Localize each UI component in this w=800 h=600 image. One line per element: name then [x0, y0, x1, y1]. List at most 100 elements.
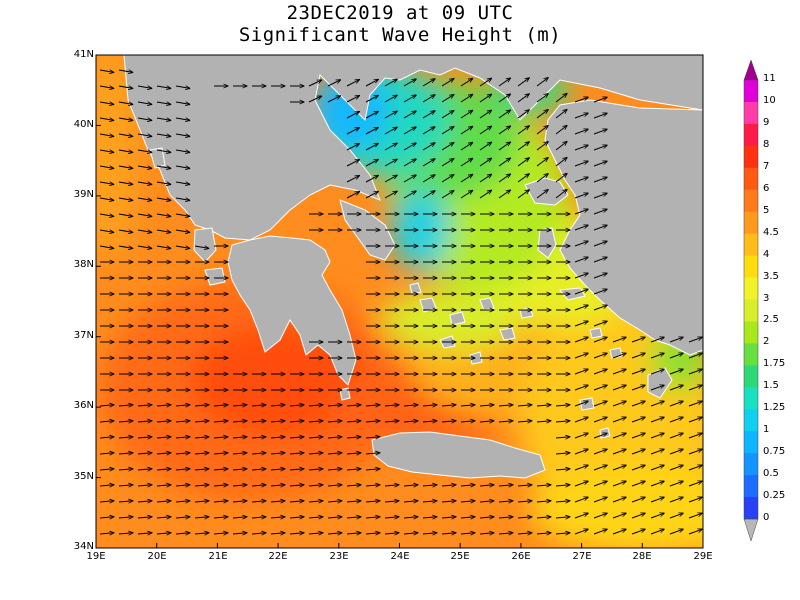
colorbar-label: 0.75	[763, 446, 786, 458]
direction-arrow	[156, 102, 171, 104]
direction-arrow	[517, 421, 532, 422]
direction-arrow	[574, 417, 588, 423]
direction-arrow	[574, 145, 588, 151]
direction-arrow	[156, 533, 171, 534]
direction-arrow	[650, 433, 664, 439]
direction-arrow	[403, 143, 416, 151]
direction-arrow	[403, 127, 416, 135]
direction-arrow	[422, 517, 437, 518]
direction-arrow	[574, 449, 588, 455]
colorbar-swatch	[744, 211, 758, 235]
direction-arrow	[612, 401, 626, 407]
direction-arrow	[175, 405, 190, 406]
direction-arrow	[175, 118, 190, 120]
direction-arrow	[384, 421, 399, 422]
direction-arrow	[137, 182, 152, 184]
direction-arrow	[612, 433, 626, 439]
direction-arrow	[289, 453, 304, 454]
direction-arrow	[346, 437, 361, 438]
direction-arrow	[251, 437, 266, 438]
direction-arrow	[593, 129, 607, 135]
direction-arrow	[669, 465, 683, 471]
direction-arrow	[403, 533, 418, 534]
direction-arrow	[156, 166, 171, 168]
direction-arrow	[650, 337, 664, 343]
direction-arrow	[479, 174, 492, 183]
direction-arrow	[365, 143, 378, 151]
direction-arrow	[574, 465, 588, 471]
colorbar-label: 0	[763, 512, 770, 523]
colorbar-label: 7	[763, 160, 770, 172]
direction-arrow	[118, 421, 133, 422]
direction-arrow	[175, 421, 190, 422]
direction-arrow	[384, 111, 397, 119]
colorbar-swatch	[744, 167, 758, 191]
direction-arrow	[669, 417, 683, 423]
direction-arrow	[403, 191, 416, 199]
direction-arrow	[99, 102, 114, 104]
direction-arrow	[593, 337, 607, 343]
direction-arrow	[441, 405, 456, 406]
direction-arrow	[555, 109, 567, 119]
direction-arrow	[536, 174, 548, 183]
direction-arrow	[118, 166, 133, 168]
direction-arrow	[650, 497, 664, 503]
direction-arrow	[270, 533, 285, 534]
direction-arrow	[593, 305, 607, 311]
direction-arrow	[517, 126, 529, 135]
direction-arrow	[99, 405, 114, 406]
direction-arrow	[232, 453, 247, 454]
direction-arrow	[156, 469, 171, 470]
direction-arrow	[365, 469, 380, 470]
direction-arrow	[574, 289, 588, 295]
direction-arrow	[441, 175, 454, 183]
direction-arrow	[308, 469, 323, 470]
direction-arrow	[99, 118, 114, 120]
direction-arrow	[156, 501, 171, 502]
direction-arrow	[593, 193, 607, 199]
direction-arrow	[688, 465, 702, 471]
direction-arrow	[156, 421, 171, 422]
direction-arrow	[346, 405, 361, 406]
direction-arrow	[270, 453, 285, 454]
direction-arrow	[137, 150, 152, 152]
direction-arrow	[517, 94, 529, 103]
direction-arrow	[137, 517, 152, 518]
direction-arrow	[308, 405, 323, 406]
direction-arrow	[555, 157, 567, 167]
direction-arrow	[194, 421, 209, 422]
direction-arrow	[118, 453, 133, 454]
direction-arrow	[346, 176, 359, 183]
direction-arrow	[517, 501, 532, 502]
direction-arrow	[365, 485, 380, 486]
direction-arrow	[593, 273, 607, 279]
direction-arrow	[137, 166, 152, 168]
colorbar-label: 1	[763, 424, 770, 436]
lat-label-39: 39N	[73, 189, 94, 200]
direction-arrow	[327, 469, 342, 470]
direction-arrow	[688, 497, 702, 503]
direction-arrow	[612, 465, 626, 471]
direction-arrow	[688, 433, 702, 439]
direction-arrow	[536, 501, 551, 502]
direction-arrow	[289, 501, 304, 502]
lat-label-38: 38N	[73, 259, 94, 270]
direction-arrow	[156, 86, 171, 88]
colorbar-under-triangle	[743, 518, 759, 542]
direction-arrow	[137, 405, 152, 406]
direction-arrow	[289, 533, 304, 534]
direction-arrow	[384, 485, 399, 486]
colorbar-swatch	[744, 145, 758, 169]
direction-arrow	[593, 145, 607, 151]
direction-arrow	[213, 517, 228, 518]
direction-arrow	[460, 485, 475, 486]
direction-arrow	[593, 465, 607, 471]
direction-arrow	[156, 230, 171, 232]
direction-arrow	[156, 517, 171, 518]
direction-arrow	[99, 230, 114, 232]
direction-arrow	[460, 78, 473, 87]
direction-arrow	[593, 417, 607, 423]
lat-label-40: 40N	[73, 119, 94, 130]
direction-arrow	[631, 481, 645, 487]
direction-arrow	[175, 198, 190, 200]
